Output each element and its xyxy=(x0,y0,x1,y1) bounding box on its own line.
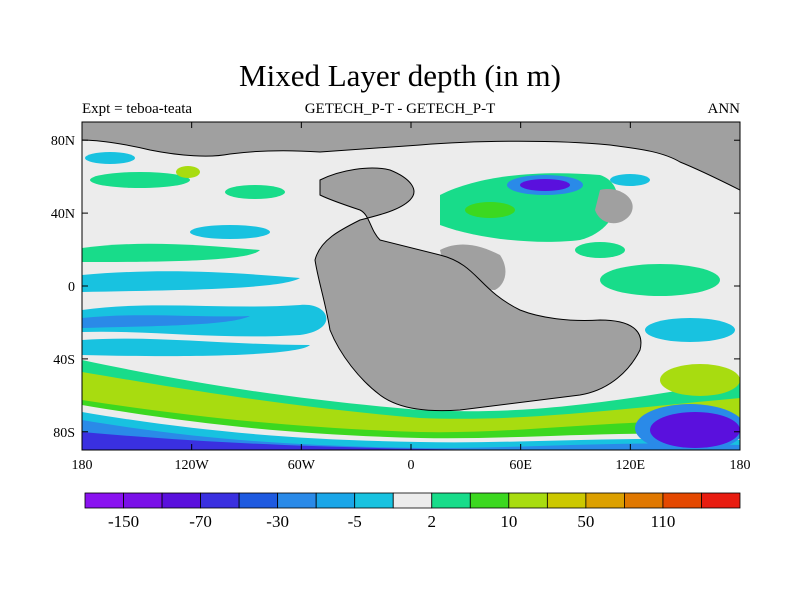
east-landmass-small xyxy=(595,189,633,224)
np-patch-yellow xyxy=(176,166,200,178)
lat-tick-label: 40S xyxy=(53,353,75,368)
eq-band-cyan-south xyxy=(82,338,310,357)
colorbar-label: 110 xyxy=(651,512,676,531)
northern-coastline xyxy=(82,139,740,191)
se-patch-purple xyxy=(650,412,740,448)
lon-tick-label: 120W xyxy=(175,458,210,473)
colorbar: -150 -70 -30 -5 2 10 50 110 xyxy=(84,492,741,531)
lon-tick-label: 0 xyxy=(408,458,415,473)
longitude-axis: 180 120W 60W 0 60E 120E 180 xyxy=(72,122,751,473)
eq-band-cyan-mid xyxy=(82,271,300,292)
colorbar-box xyxy=(277,492,317,509)
colorbar-label: 50 xyxy=(577,512,594,531)
colorbar-box xyxy=(315,492,356,509)
east-ocean-cyan xyxy=(645,318,735,342)
colorbar-box xyxy=(624,492,664,509)
np-patch-cyan-2 xyxy=(190,225,270,239)
colorbar-box xyxy=(238,492,279,509)
eq-band-blue-west xyxy=(82,315,250,328)
colorbar-box xyxy=(84,492,124,509)
east-ocean-green xyxy=(600,264,720,296)
african-promontory xyxy=(440,244,506,290)
southern-band-deepblue xyxy=(82,432,740,450)
colorbar-box xyxy=(354,492,394,509)
lat-tick-label: 80S xyxy=(53,426,75,441)
northern-landmass xyxy=(82,122,740,190)
np-patch-cyan xyxy=(85,152,135,164)
lon-tick-label: 60W xyxy=(288,458,316,473)
colorbar-box xyxy=(546,492,587,509)
east-ocean-cyan-2 xyxy=(610,174,650,186)
np-patch-green xyxy=(90,172,190,188)
southern-band-blue xyxy=(82,420,740,450)
dataset-label: GETECH_P-T - GETECH_P-T xyxy=(304,101,496,117)
latitude-axis: 80N 40N 0 40S 80S xyxy=(51,134,740,441)
eq-band-green-north xyxy=(82,243,260,262)
colorbar-label: -5 xyxy=(348,512,362,531)
mixed-layer-map xyxy=(82,122,740,450)
lon-tick-label: 120E xyxy=(616,458,646,473)
colorbar-label: -70 xyxy=(189,512,212,531)
season-label: ANN xyxy=(707,101,741,117)
lon-tick-label: 60E xyxy=(509,458,532,473)
colorbar-box xyxy=(701,492,741,509)
colorbar-box xyxy=(161,492,201,509)
plot-title: Mixed Layer depth (in m) xyxy=(239,58,561,93)
colorbar-box xyxy=(200,492,240,509)
colorbar-box xyxy=(123,492,163,509)
lat-tick-label: 0 xyxy=(68,280,75,295)
gondwana-coastline xyxy=(314,167,642,412)
experiment-label: Expt = teboa-teata xyxy=(82,101,193,117)
gondwana-landmass xyxy=(315,168,641,411)
colorbar-box xyxy=(392,492,433,509)
colorbar-box xyxy=(508,492,548,509)
se-patch-yellow xyxy=(660,364,740,396)
colorbar-box xyxy=(585,492,625,509)
colorbar-label: 10 xyxy=(500,512,517,531)
colorbar-box xyxy=(662,492,702,509)
east-ocean-green-2 xyxy=(575,242,625,258)
colorbar-label: 2 xyxy=(428,512,437,531)
colorbar-label: -30 xyxy=(266,512,289,531)
tethys-mid xyxy=(465,202,515,218)
colorbar-box xyxy=(431,492,471,509)
lat-tick-label: 40N xyxy=(51,207,75,222)
lon-tick-label: 180 xyxy=(72,458,93,473)
tethys-purple xyxy=(520,179,570,191)
lat-tick-label: 80N xyxy=(51,134,75,149)
colorbar-box xyxy=(469,492,510,509)
lon-tick-label: 180 xyxy=(730,458,751,473)
np-patch-green-2 xyxy=(225,185,285,199)
colorbar-label: -150 xyxy=(108,512,139,531)
